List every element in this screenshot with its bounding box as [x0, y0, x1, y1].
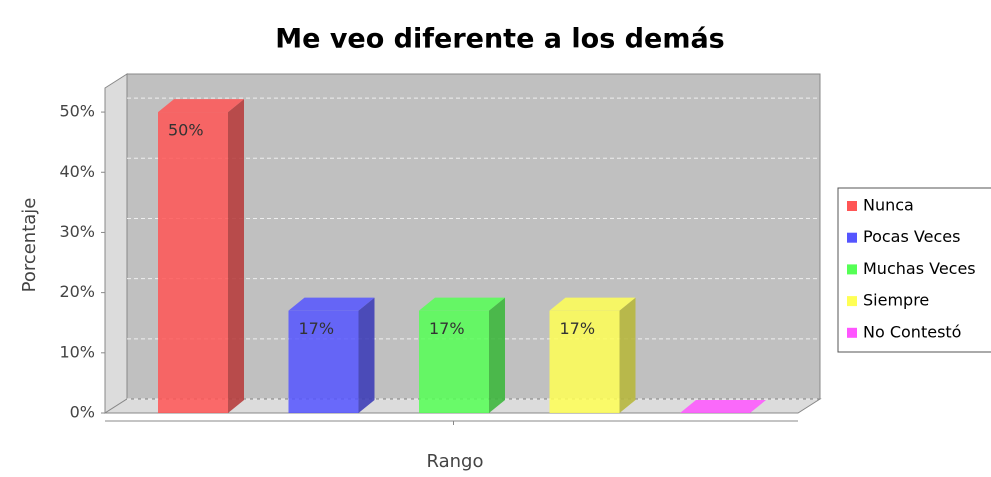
y-tick-label: 0%: [70, 403, 95, 422]
value-label: 50%: [168, 121, 204, 140]
bar-top: [680, 400, 766, 413]
bar: [288, 310, 359, 413]
legend-swatch: [847, 201, 857, 211]
bar-side-shade: [619, 297, 636, 413]
bar-side: [619, 297, 636, 413]
y-axis-label: Porcentaje: [19, 198, 40, 293]
bar-side: [489, 297, 505, 413]
value-label: 17%: [429, 319, 465, 338]
bar-top: [288, 297, 375, 311]
legend-swatch: [847, 296, 857, 307]
bar-side: [358, 297, 375, 413]
legend-swatch: [847, 232, 857, 243]
x-axis-label: Rango: [427, 451, 484, 472]
y-tick-label: 10%: [59, 342, 95, 361]
value-label: 17%: [560, 319, 596, 338]
bar: [158, 112, 228, 414]
legend-label: Nunca: [863, 196, 914, 215]
bar-top: [158, 99, 244, 113]
bar: [419, 310, 489, 413]
bar-side-shade: [489, 297, 505, 413]
legend-box: [837, 187, 991, 353]
legend-label: No Contestó: [863, 322, 961, 341]
legend-label: Pocas Veces: [863, 227, 960, 246]
value-label: 17%: [299, 319, 335, 338]
y-tick-label: 30%: [59, 222, 95, 241]
legend-label: Siempre: [863, 291, 929, 310]
bar-side-shade: [358, 297, 375, 413]
bar-top: [419, 297, 505, 311]
bar-side-shade: [228, 99, 244, 414]
bar-side: [228, 99, 244, 414]
y-tick-label: 20%: [59, 282, 95, 301]
legend-swatch: [847, 327, 857, 338]
chart-title: Me veo diferente a los demás: [275, 24, 725, 55]
y-tick-label: 40%: [59, 162, 95, 181]
bar: [549, 310, 620, 413]
left-wall: [104, 73, 128, 414]
y-tick-label: 50%: [59, 102, 95, 121]
legend-label: Muchas Veces: [863, 259, 976, 278]
legend-swatch: [847, 264, 857, 275]
bar-top: [549, 297, 636, 311]
